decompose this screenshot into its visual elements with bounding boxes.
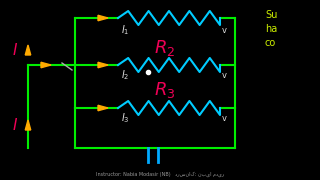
Text: v: v [222,26,227,35]
Text: $I_2$: $I_2$ [121,68,129,82]
Polygon shape [41,62,51,68]
Text: v: v [222,71,227,80]
Text: $R_3$: $R_3$ [154,80,176,100]
Polygon shape [25,120,31,130]
Polygon shape [25,45,31,55]
Polygon shape [98,105,108,111]
Text: ha: ha [265,24,277,34]
Text: co: co [265,38,276,48]
Text: Instructor: Nabia Modasir (NB)   درسناک: نبیا مدیر: Instructor: Nabia Modasir (NB) درسناک: ن… [96,171,224,177]
Text: $I_1$: $I_1$ [121,23,130,37]
Polygon shape [98,62,108,68]
Polygon shape [98,15,108,21]
Text: v: v [222,114,227,123]
Text: $I$: $I$ [12,42,18,58]
Text: $I_3$: $I_3$ [121,111,130,125]
Text: Su: Su [265,10,277,20]
Text: $R_2$: $R_2$ [154,38,176,58]
Text: $I$: $I$ [12,117,18,133]
